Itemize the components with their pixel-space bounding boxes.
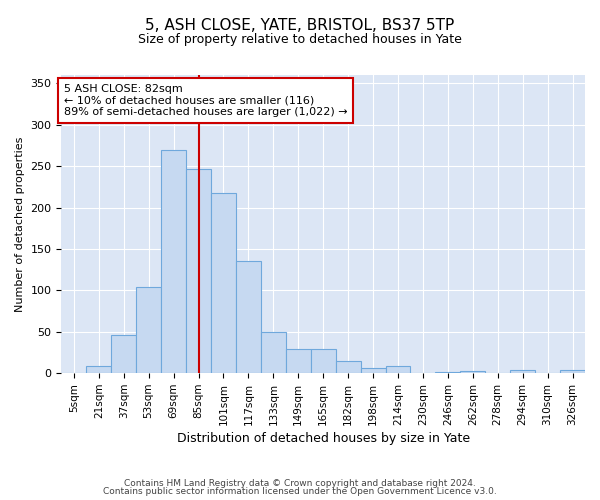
Bar — [436, 372, 460, 373]
Text: Contains public sector information licensed under the Open Government Licence v3: Contains public sector information licen… — [103, 487, 497, 496]
X-axis label: Distribution of detached houses by size in Yate: Distribution of detached houses by size … — [176, 432, 470, 445]
Bar — [560, 370, 585, 373]
Text: Size of property relative to detached houses in Yate: Size of property relative to detached ho… — [138, 32, 462, 46]
Bar — [286, 349, 311, 373]
Bar — [460, 370, 485, 373]
Bar — [186, 170, 211, 373]
Bar — [335, 361, 361, 373]
Bar — [361, 368, 386, 373]
Bar — [311, 349, 335, 373]
Y-axis label: Number of detached properties: Number of detached properties — [15, 136, 25, 312]
Bar — [261, 332, 286, 373]
Bar — [136, 287, 161, 373]
Text: 5 ASH CLOSE: 82sqm
← 10% of detached houses are smaller (116)
89% of semi-detach: 5 ASH CLOSE: 82sqm ← 10% of detached hou… — [64, 84, 347, 117]
Bar — [236, 262, 261, 373]
Bar — [161, 150, 186, 373]
Bar — [386, 366, 410, 373]
Bar — [510, 370, 535, 373]
Bar — [211, 192, 236, 373]
Bar — [111, 335, 136, 373]
Bar — [86, 366, 111, 373]
Text: 5, ASH CLOSE, YATE, BRISTOL, BS37 5TP: 5, ASH CLOSE, YATE, BRISTOL, BS37 5TP — [145, 18, 455, 32]
Text: Contains HM Land Registry data © Crown copyright and database right 2024.: Contains HM Land Registry data © Crown c… — [124, 478, 476, 488]
